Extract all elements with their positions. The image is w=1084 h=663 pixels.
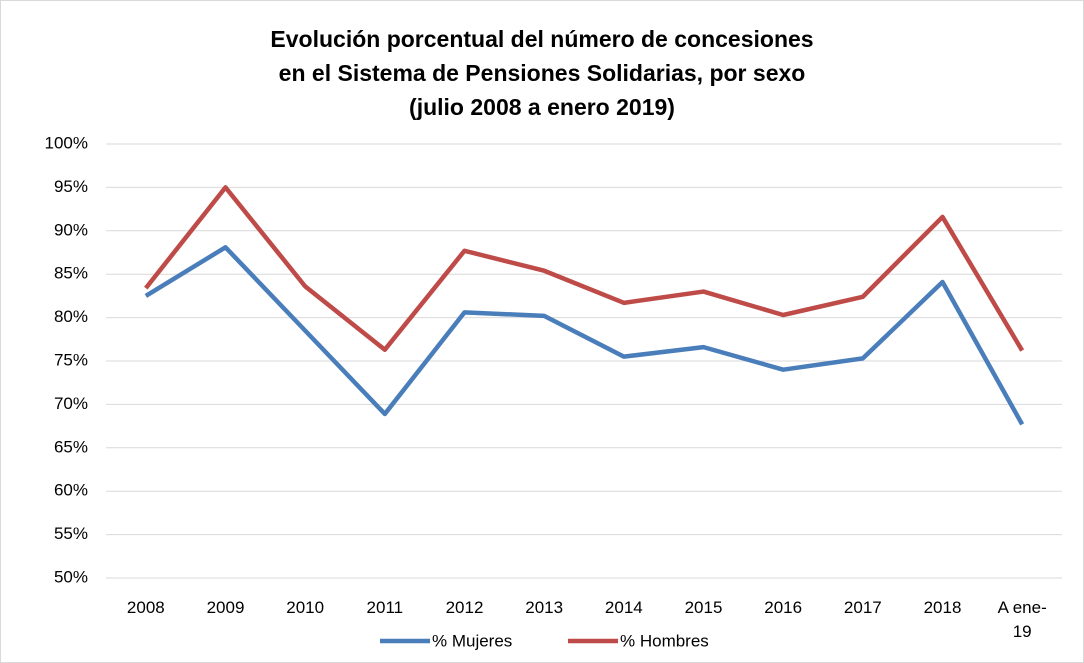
x-tick-label: 2017	[843, 598, 882, 617]
y-tick-label: 50%	[54, 567, 88, 586]
legend-label: % Mujeres	[432, 631, 512, 650]
legend-label: % Hombres	[620, 631, 709, 650]
y-tick-label: 60%	[54, 481, 88, 500]
x-tick-label: 2013	[525, 598, 564, 617]
y-tick-label: 85%	[54, 264, 88, 283]
x-tick-label: A ene-19	[997, 598, 1047, 641]
x-tick-label: 2014	[604, 598, 643, 617]
y-tick-label: 90%	[54, 220, 88, 239]
y-tick-label: 75%	[54, 350, 88, 369]
y-tick-label: 80%	[54, 307, 88, 326]
x-tick-label: 2016	[764, 598, 803, 617]
x-tick-label: 2015	[684, 598, 723, 617]
y-tick-label: 100%	[45, 133, 88, 152]
x-tick-label: 2018	[923, 598, 962, 617]
y-tick-label: 65%	[54, 437, 88, 456]
x-tick-label: 2011	[366, 598, 404, 617]
x-tick-label: 2009	[206, 598, 245, 617]
x-tick-label: 2012	[445, 598, 484, 617]
series-line	[144, 245, 1025, 426]
series-line	[144, 185, 1025, 352]
x-tick-label: 2010	[286, 598, 325, 617]
y-tick-label: 95%	[54, 177, 88, 196]
y-tick-label: 55%	[54, 524, 88, 543]
x-tick-label: 2008	[126, 598, 165, 617]
chart-title: Evolución porcentual del número de conce…	[270, 26, 814, 120]
y-tick-label: 70%	[54, 394, 88, 413]
